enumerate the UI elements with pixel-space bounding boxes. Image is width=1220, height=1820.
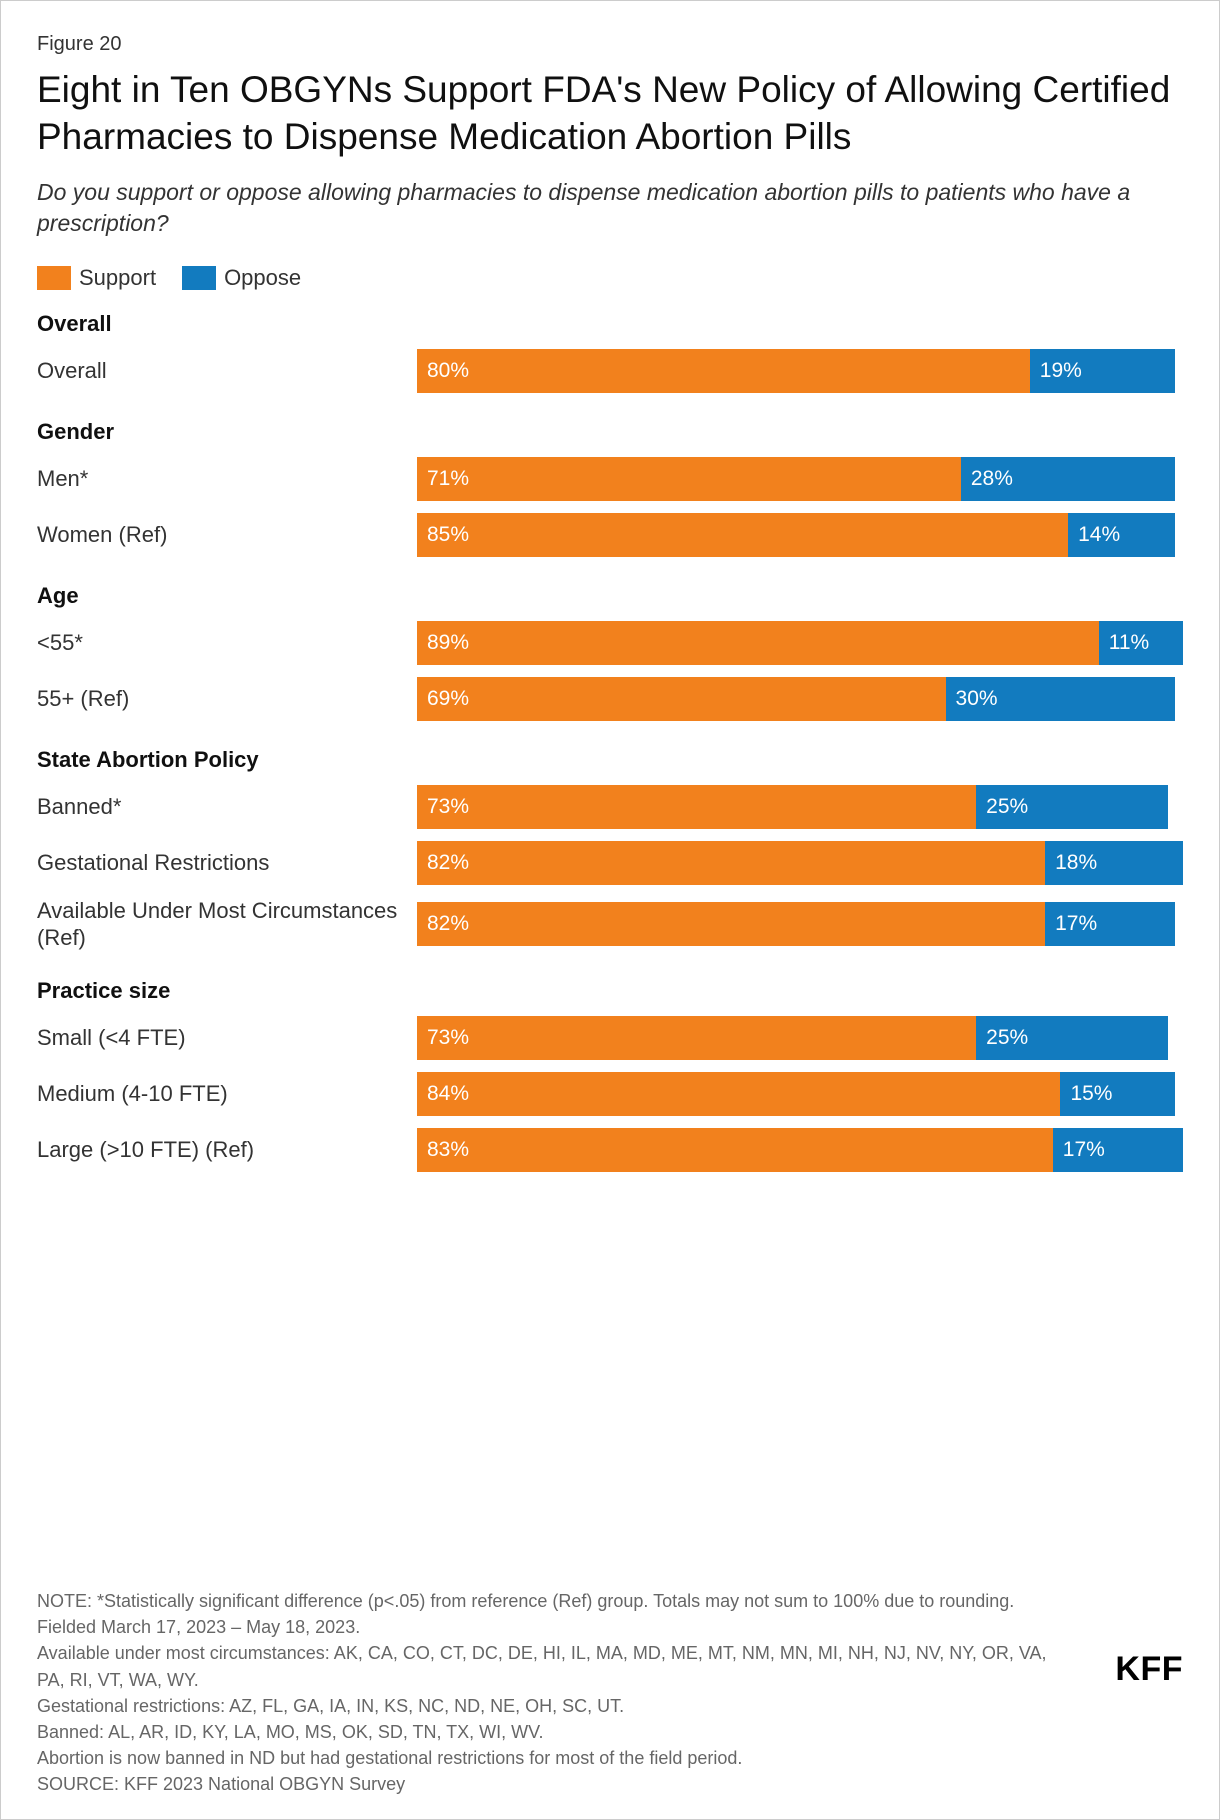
row-label: Overall: [37, 357, 417, 385]
bar-segment-support: 73%: [417, 785, 976, 829]
bar-segment-oppose: 28%: [961, 457, 1175, 501]
chart-group: Age<55*89%11%55+ (Ref)69%30%: [37, 583, 1183, 721]
bar-segment-oppose: 14%: [1068, 513, 1175, 557]
legend-swatch: [182, 266, 216, 290]
chart-group: State Abortion PolicyBanned*73%25%Gestat…: [37, 747, 1183, 952]
bar-segment-support: 85%: [417, 513, 1068, 557]
group-header: Overall: [37, 311, 1183, 337]
bar-segment-oppose: 11%: [1099, 621, 1183, 665]
bar-row: 55+ (Ref)69%30%: [37, 677, 1183, 721]
bar-track: 82%17%: [417, 902, 1183, 946]
figure-container: Figure 20 Eight in Ten OBGYNs Support FD…: [0, 0, 1220, 1820]
bar-track: 73%25%: [417, 1016, 1183, 1060]
legend-label: Oppose: [224, 265, 301, 291]
chart-group: OverallOverall80%19%: [37, 311, 1183, 393]
row-label: Available Under Most Circumstances (Ref): [37, 897, 417, 952]
bar-track: 71%28%: [417, 457, 1183, 501]
note-line: Banned: AL, AR, ID, KY, LA, MO, MS, OK, …: [37, 1719, 1073, 1745]
bar-segment-oppose: 15%: [1060, 1072, 1175, 1116]
bar-track: 69%30%: [417, 677, 1183, 721]
bar-row: Men*71%28%: [37, 457, 1183, 501]
legend-item: Support: [37, 265, 156, 291]
group-header: State Abortion Policy: [37, 747, 1183, 773]
bar-segment-oppose: 18%: [1045, 841, 1183, 885]
legend-label: Support: [79, 265, 156, 291]
bar-segment-support: 89%: [417, 621, 1099, 665]
bar-segment-oppose: 17%: [1053, 1128, 1183, 1172]
row-label: Gestational Restrictions: [37, 849, 417, 877]
bar-row: Banned*73%25%: [37, 785, 1183, 829]
note-line: Available under most circumstances: AK, …: [37, 1640, 1073, 1692]
chart-title: Eight in Ten OBGYNs Support FDA's New Po…: [37, 66, 1183, 161]
bar-track: 85%14%: [417, 513, 1183, 557]
note-line: SOURCE: KFF 2023 National OBGYN Survey: [37, 1771, 1073, 1797]
bar-track: 84%15%: [417, 1072, 1183, 1116]
bar-row: Small (<4 FTE)73%25%: [37, 1016, 1183, 1060]
chart-group: GenderMen*71%28%Women (Ref)85%14%: [37, 419, 1183, 557]
chart-subtitle: Do you support or oppose allowing pharma…: [37, 177, 1183, 239]
bar-row: Gestational Restrictions82%18%: [37, 841, 1183, 885]
bar-segment-oppose: 30%: [946, 677, 1176, 721]
bar-segment-oppose: 25%: [976, 785, 1168, 829]
bar-segment-oppose: 25%: [976, 1016, 1168, 1060]
bar-segment-support: 82%: [417, 841, 1045, 885]
row-label: Banned*: [37, 793, 417, 821]
note-line: Gestational restrictions: AZ, FL, GA, IA…: [37, 1693, 1073, 1719]
group-header: Practice size: [37, 978, 1183, 1004]
bar-segment-support: 73%: [417, 1016, 976, 1060]
bar-track: 89%11%: [417, 621, 1183, 665]
bar-segment-support: 69%: [417, 677, 946, 721]
bar-segment-oppose: 17%: [1045, 902, 1175, 946]
chart-notes: NOTE: *Statistically significant differe…: [37, 1588, 1183, 1797]
bar-segment-support: 84%: [417, 1072, 1060, 1116]
chart-body: OverallOverall80%19%GenderMen*71%28%Wome…: [37, 311, 1183, 1172]
bar-track: 82%18%: [417, 841, 1183, 885]
group-header: Gender: [37, 419, 1183, 445]
bar-segment-oppose: 19%: [1030, 349, 1176, 393]
legend-swatch: [37, 266, 71, 290]
legend-item: Oppose: [182, 265, 301, 291]
bar-track: 80%19%: [417, 349, 1183, 393]
row-label: Small (<4 FTE): [37, 1024, 417, 1052]
note-line: Abortion is now banned in ND but had ges…: [37, 1745, 1073, 1771]
bar-row: Large (>10 FTE) (Ref)83%17%: [37, 1128, 1183, 1172]
legend: Support Oppose: [37, 265, 1183, 291]
bar-row: Women (Ref)85%14%: [37, 513, 1183, 557]
note-line: Fielded March 17, 2023 – May 18, 2023.: [37, 1614, 1073, 1640]
row-label: Men*: [37, 465, 417, 493]
bar-row: Medium (4-10 FTE)84%15%: [37, 1072, 1183, 1116]
bar-row: <55*89%11%: [37, 621, 1183, 665]
bar-segment-support: 82%: [417, 902, 1045, 946]
row-label: Women (Ref): [37, 521, 417, 549]
bar-segment-support: 71%: [417, 457, 961, 501]
group-header: Age: [37, 583, 1183, 609]
row-label: <55*: [37, 629, 417, 657]
row-label: 55+ (Ref): [37, 685, 417, 713]
bar-segment-support: 83%: [417, 1128, 1053, 1172]
bar-track: 73%25%: [417, 785, 1183, 829]
bar-row: Overall80%19%: [37, 349, 1183, 393]
row-label: Large (>10 FTE) (Ref): [37, 1136, 417, 1164]
bar-segment-support: 80%: [417, 349, 1030, 393]
note-line: NOTE: *Statistically significant differe…: [37, 1588, 1073, 1614]
bar-row: Available Under Most Circumstances (Ref)…: [37, 897, 1183, 952]
kff-logo: KFF: [1115, 1650, 1183, 1689]
chart-footer: NOTE: *Statistically significant differe…: [37, 1588, 1183, 1797]
chart-group: Practice sizeSmall (<4 FTE)73%25%Medium …: [37, 978, 1183, 1172]
figure-number: Figure 20: [37, 33, 1183, 56]
row-label: Medium (4-10 FTE): [37, 1080, 417, 1108]
bar-track: 83%17%: [417, 1128, 1183, 1172]
